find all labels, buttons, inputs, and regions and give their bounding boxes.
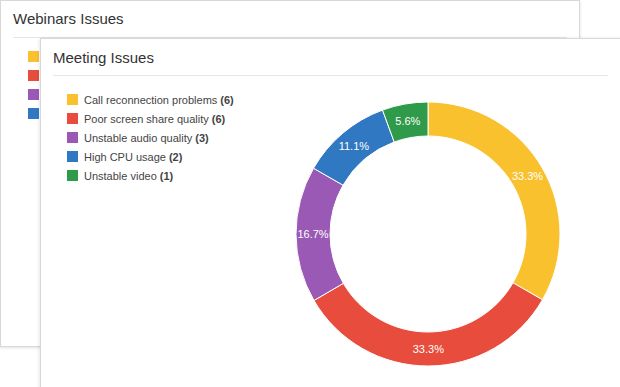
svg-text:5.6%: 5.6% [395, 115, 420, 127]
html-text:Webinars Issues: Webinars Issues [13, 10, 124, 27]
html-text:Call reconnection problems (6): Call reconnection problems (6) [84, 93, 234, 106]
svg-text:11.1%: 11.1% [339, 140, 370, 152]
html-text:Poor screen share quality (6): Poor screen share quality (6) [84, 112, 226, 125]
svg-text:33.3%: 33.3% [512, 170, 543, 182]
svg-text:16.7%: 16.7% [297, 228, 328, 240]
html-text:High CPU usage (2): High CPU usage (2) [84, 150, 183, 163]
html-text:Meeting Issues: Meeting Issues [53, 49, 154, 66]
svg-text:33.3%: 33.3% [413, 343, 444, 355]
html-text:Unstable audio quality (3): Unstable audio quality (3) [84, 131, 209, 144]
html-text:Unstable video (1): Unstable video (1) [84, 169, 174, 182]
